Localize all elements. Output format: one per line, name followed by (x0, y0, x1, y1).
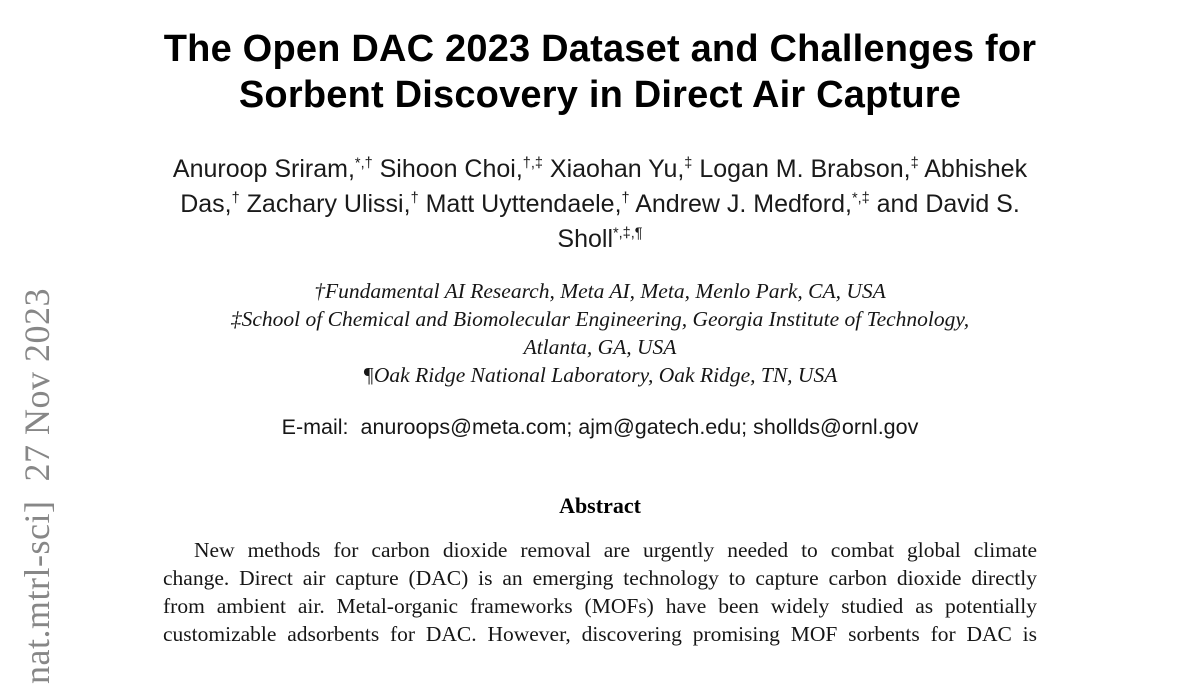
author-block: Anuroop Sriram,*,† Sihoon Choi,†,‡ Xiaoh… (150, 152, 1050, 257)
author-name: Sholl (557, 225, 614, 253)
title-line-1: The Open DAC 2023 Dataset and Challenges… (163, 28, 1037, 70)
paper-title: The Open DAC 2023 Dataset and Challenges… (150, 26, 1050, 118)
author-name: Das, (180, 190, 232, 218)
abstract-line: from ambient air. Metal-organic framewor… (163, 594, 1037, 618)
author-name: Matt Uyttendaele, (425, 190, 622, 218)
affiliation-line: Atlanta, GA, USA (523, 335, 677, 359)
affiliation-line: †Fundamental AI Research, Meta AI, Meta,… (314, 279, 886, 303)
author-superscript: † (231, 190, 240, 207)
affiliation-line: ‡School of Chemical and Biomolecular Eng… (230, 307, 970, 331)
author-superscript: ‡ (910, 155, 919, 172)
author-superscript: *,† (354, 155, 373, 172)
author-line: Anuroop Sriram,*,† Sihoon Choi,†,‡ Xiaoh… (150, 152, 1050, 187)
author-name: Sihoon Choi, (379, 155, 523, 183)
author-superscript: †,‡ (522, 155, 543, 172)
author-name: Andrew J. Medford, (635, 190, 852, 218)
title-line-2: Sorbent Discovery in Direct Air Capture (238, 74, 962, 116)
author-superscript: † (410, 190, 419, 207)
abstract-line: customizable adsorbents for DAC. However… (163, 622, 1037, 646)
author-name: Logan M. Brabson, (699, 155, 911, 183)
author-line: Das,† Zachary Ulissi,† Matt Uyttendaele,… (150, 187, 1050, 222)
author-name: Zachary Ulissi, (246, 190, 411, 218)
author-line: Sholl*,‡,¶ (150, 222, 1050, 257)
abstract-line: change. Direct air capture (DAC) is an e… (163, 566, 1037, 590)
affiliation-block: †Fundamental AI Research, Meta AI, Meta,… (150, 277, 1050, 389)
abstract-line: New methods for carbon dioxide removal a… (194, 538, 1037, 562)
author-name: Abhishek (924, 155, 1028, 183)
author-superscript: ‡ (684, 155, 693, 172)
author-name: Anuroop Sriram, (172, 155, 355, 183)
affiliation-line: ¶Oak Ridge National Laboratory, Oak Ridg… (362, 363, 838, 387)
author-superscript: † (621, 190, 630, 207)
abstract-heading: Abstract (559, 493, 641, 518)
author-name: Xiaohan Yu, (549, 155, 685, 183)
arxiv-stamp: nat.mtrl-sci] 27 Nov 2023 (17, 288, 57, 684)
abstract-text: New methods for carbon dioxide removal a… (150, 536, 1050, 648)
paper-page: The Open DAC 2023 Dataset and Challenges… (150, 26, 1050, 648)
author-superscript: *,‡,¶ (613, 225, 643, 242)
author-superscript: *,‡ (851, 190, 870, 207)
email-line: E-mail: anuroops@meta.com; ajm@gatech.ed… (281, 415, 919, 439)
author-name: and David S. (876, 190, 1020, 218)
